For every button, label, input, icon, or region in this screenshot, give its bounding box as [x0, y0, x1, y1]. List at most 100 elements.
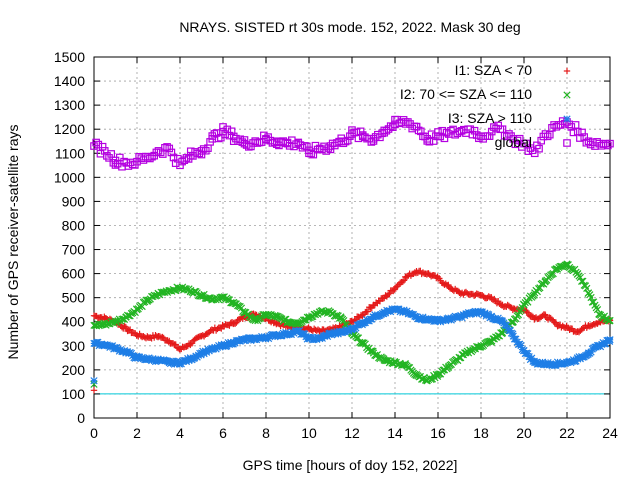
data-point-fill	[126, 326, 134, 333]
marker-stroke	[373, 350, 381, 359]
x-tick-label: 24	[602, 425, 618, 441]
marker-stroke	[240, 309, 248, 317]
data-point-fill	[369, 347, 377, 355]
data-point	[165, 144, 174, 153]
y-tick-label: 1100	[55, 145, 85, 161]
marker-stroke	[586, 291, 594, 299]
marker-stroke	[485, 337, 493, 346]
data-point-fill	[400, 277, 408, 284]
marker-stroke	[405, 364, 414, 372]
marker-stroke	[229, 299, 237, 307]
marker-stroke	[105, 154, 113, 162]
marker-stroke	[605, 337, 614, 345]
data-point-fill	[524, 298, 532, 306]
data-point-fill	[118, 315, 126, 323]
marker-stroke	[602, 315, 610, 323]
marker-stroke	[401, 118, 410, 126]
marker-stroke	[292, 319, 301, 328]
marker-stroke	[348, 130, 356, 138]
data-point	[552, 122, 561, 131]
x-tick-label: 8	[262, 425, 270, 441]
x-tick-label: 0	[90, 425, 98, 441]
data-point-fill	[109, 158, 118, 167]
data-point	[541, 130, 550, 138]
marker-stroke	[368, 347, 376, 355]
data-point-fill	[103, 319, 111, 328]
data-point-fill	[384, 291, 392, 298]
y-tick-label: 500	[62, 290, 86, 306]
marker-stroke	[200, 290, 208, 299]
data-point-fill	[594, 320, 601, 327]
data-point-fill	[604, 316, 612, 325]
data-point-fill	[239, 315, 246, 322]
y-tick-label: 200	[62, 362, 86, 378]
data-point-fill	[105, 154, 113, 162]
marker-stroke	[525, 353, 533, 361]
data-point-fill	[98, 142, 107, 151]
data-point-fill	[292, 319, 301, 328]
data-point-fill	[107, 150, 116, 158]
marker-stroke	[242, 308, 250, 317]
data-point-fill	[122, 323, 130, 331]
y-tick-label: 900	[62, 193, 86, 209]
marker-stroke	[412, 371, 420, 379]
marker-stroke	[581, 282, 590, 290]
series-1	[90, 267, 614, 353]
marker-stroke	[361, 340, 369, 348]
marker-stroke	[473, 342, 481, 351]
marker-stroke	[604, 316, 612, 325]
marker-stroke	[384, 356, 392, 365]
data-point-fill	[593, 306, 602, 314]
marker-stroke	[334, 312, 342, 320]
marker-stroke	[358, 338, 366, 347]
data-point-fill	[357, 311, 365, 319]
marker-stroke	[220, 293, 228, 301]
data-point-fill	[196, 292, 204, 300]
marker-stroke	[120, 346, 129, 355]
marker-stroke	[178, 283, 187, 291]
x-tick-label: 2	[133, 425, 141, 441]
x-tick-label: 22	[559, 425, 575, 441]
data-point-fill	[175, 345, 182, 352]
data-point-fill	[92, 138, 100, 147]
x-tick-label: 4	[176, 425, 184, 441]
x-tick-label: 20	[516, 425, 532, 441]
marker-stroke	[340, 316, 348, 325]
marker-stroke	[353, 334, 361, 342]
y-tick-label: 300	[62, 338, 86, 354]
marker-stroke	[485, 311, 493, 319]
y-tick-label: 1500	[54, 49, 85, 65]
data-point	[348, 130, 356, 138]
y-tick-label: 800	[62, 217, 86, 233]
data-point-fill	[159, 333, 166, 341]
data-point-fill	[576, 273, 584, 282]
data-point	[401, 118, 410, 126]
y-tick-label: 1000	[54, 169, 85, 185]
marker-stroke	[564, 261, 572, 269]
y-tick-label: 100	[62, 386, 86, 402]
x-tick-label: 18	[473, 425, 489, 441]
marker-stroke	[512, 335, 520, 343]
data-point-fill	[231, 320, 239, 328]
data-point-fill	[399, 278, 406, 286]
series-3	[90, 305, 614, 370]
marker-stroke	[272, 312, 280, 320]
series-4	[90, 115, 614, 171]
marker-stroke	[524, 350, 532, 358]
marker-stroke	[165, 144, 174, 153]
data-point-fill	[121, 323, 128, 330]
marker-stroke	[228, 299, 236, 307]
y-tick-label: 0	[77, 410, 85, 426]
marker-stroke	[165, 287, 173, 295]
marker-stroke	[478, 308, 486, 316]
marker-stroke	[103, 152, 111, 160]
data-point-fill	[299, 316, 308, 324]
marker-stroke	[552, 122, 561, 131]
data-point-fill	[94, 140, 103, 149]
x-tick-label: 6	[219, 425, 227, 441]
marker-stroke	[301, 330, 309, 338]
marker-stroke	[524, 298, 532, 306]
axes: 0 2 4 6 8 10 12 14 16 18 20 22 240100200300400500600…	[54, 49, 618, 441]
marker-stroke	[92, 138, 100, 147]
